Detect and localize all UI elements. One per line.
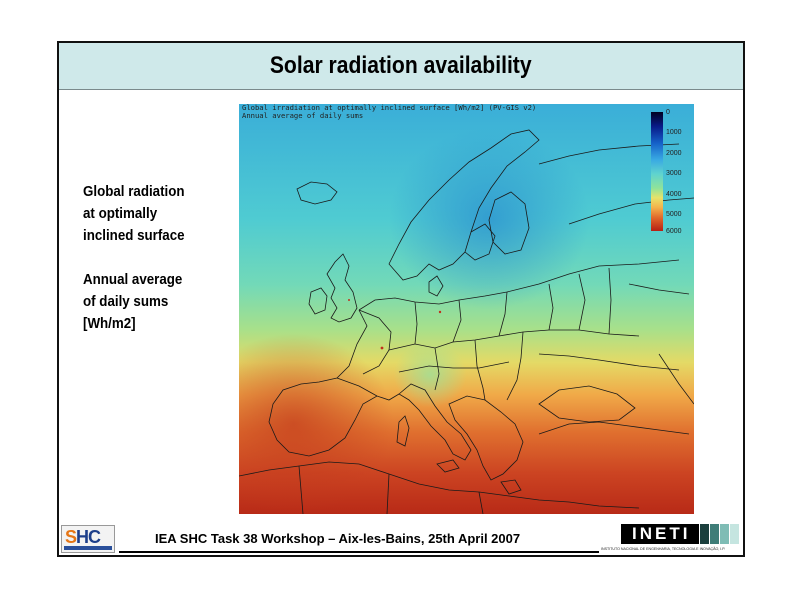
footer: SHC IEA SHC Task 38 Workshop – Aix-les-B… (59, 521, 743, 555)
description-line-4: Annual average (83, 272, 183, 288)
description-line-6: [Wh/m2] (83, 316, 136, 332)
legend-tick: 5000 (666, 211, 682, 218)
slide-title: Solar radiation availability (270, 52, 532, 79)
footer-text: IEA SHC Task 38 Workshop – Aix-les-Bains… (155, 531, 521, 546)
map-caption: Global irradiation at optimally inclined… (242, 104, 536, 120)
ineti-logo: INETI INSTITUTO NACIONAL DE ENGENHARIA, … (601, 521, 743, 555)
shc-logo-text: SHC (65, 527, 101, 547)
map-caption-line-2: Annual average of daily sums (242, 111, 364, 120)
legend-tick: 4000 (666, 191, 682, 198)
description-line-5: of daily sums (83, 294, 169, 310)
map-description: Global radiation at optimally inclined s… (83, 181, 233, 335)
map-graphic (239, 104, 694, 514)
legend-color-bar (651, 112, 663, 231)
description-line-2: at optimally (83, 206, 158, 222)
map-caption-line-1: Global irradiation at optimally inclined… (242, 103, 537, 112)
shc-logo: SHC (61, 525, 115, 553)
slide: Solar radiation availability Global radi… (57, 41, 745, 557)
ineti-logo-text: INETI (632, 524, 691, 543)
legend-tick: 6000 (666, 228, 682, 235)
legend-tick: 3000 (666, 170, 682, 177)
description-line-3: inclined surface (83, 228, 185, 244)
ineti-subtitle: INSTITUTO NACIONAL DE ENGENHARIA, TECNOL… (601, 547, 726, 551)
title-bar: Solar radiation availability (59, 43, 743, 90)
legend-tick: 0 (666, 109, 670, 116)
legend-tick: 1000 (666, 129, 682, 136)
footer-divider (119, 551, 599, 553)
solar-radiation-map: Global irradiation at optimally inclined… (239, 104, 694, 514)
description-line-1: Global radiation (83, 184, 185, 200)
legend-tick: 2000 (666, 150, 682, 157)
